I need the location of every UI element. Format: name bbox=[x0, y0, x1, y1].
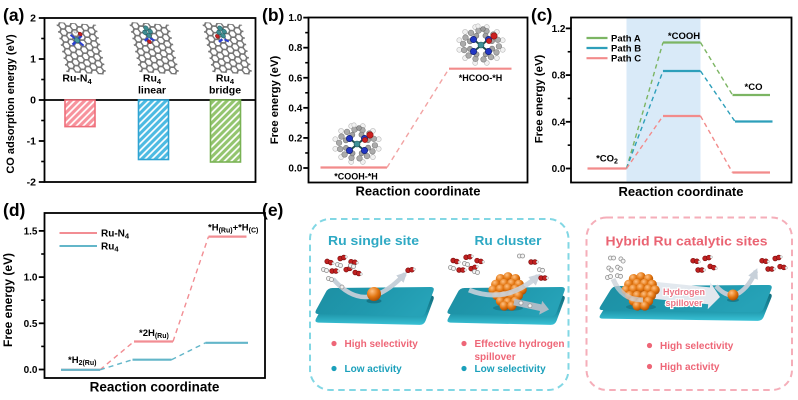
svg-text:0.8: 0.8 bbox=[288, 43, 302, 54]
svg-text:*H2(Ru): *H2(Ru) bbox=[68, 355, 96, 367]
svg-text:spillover: spillover bbox=[475, 352, 516, 363]
svg-text:High selectivity: High selectivity bbox=[345, 339, 419, 350]
svg-text:2: 2 bbox=[30, 13, 36, 25]
svg-text:*COOH-*H: *COOH-*H bbox=[334, 172, 378, 182]
svg-text:Low activity: Low activity bbox=[345, 364, 403, 375]
svg-text:0.0: 0.0 bbox=[288, 164, 302, 175]
svg-text:Ru-N4: Ru-N4 bbox=[101, 229, 130, 241]
svg-text:0.8: 0.8 bbox=[552, 71, 566, 82]
svg-text:0.2: 0.2 bbox=[288, 133, 302, 144]
svg-text:High selectivity: High selectivity bbox=[660, 341, 734, 352]
svg-text:Path C: Path C bbox=[611, 54, 641, 65]
svg-text:(d): (d) bbox=[3, 200, 25, 220]
svg-text:High activity: High activity bbox=[660, 362, 720, 373]
svg-text:Free energy (eV): Free energy (eV) bbox=[534, 55, 546, 144]
svg-text:*H(Ru)+*H(C): *H(Ru)+*H(C) bbox=[208, 223, 258, 235]
svg-text:Ru4: Ru4 bbox=[101, 242, 119, 254]
svg-text:CO adsorption energy (eV): CO adsorption energy (eV) bbox=[5, 34, 17, 174]
svg-text:*CO2: *CO2 bbox=[596, 154, 618, 166]
svg-text:*HCOO-*H: *HCOO-*H bbox=[459, 73, 503, 83]
svg-text:1.5: 1.5 bbox=[24, 226, 38, 237]
svg-text:-1: -1 bbox=[27, 136, 36, 148]
svg-text:0.0: 0.0 bbox=[24, 365, 38, 376]
svg-text:Effective hydrogen: Effective hydrogen bbox=[475, 339, 565, 350]
svg-text:*CO: *CO bbox=[745, 82, 763, 93]
svg-text:linear: linear bbox=[138, 85, 166, 97]
svg-text:Low selectivity: Low selectivity bbox=[475, 364, 547, 375]
svg-text:bridge: bridge bbox=[209, 85, 241, 97]
svg-text:Ru single site: Ru single site bbox=[328, 233, 419, 248]
svg-text:Path B: Path B bbox=[611, 44, 641, 55]
svg-text:1.0: 1.0 bbox=[24, 273, 38, 284]
svg-text:1.0: 1.0 bbox=[288, 13, 302, 24]
svg-text:0: 0 bbox=[30, 95, 36, 107]
svg-text:Path A: Path A bbox=[611, 34, 641, 45]
svg-text:0.4: 0.4 bbox=[552, 117, 566, 128]
svg-text:Free energy (eV): Free energy (eV) bbox=[269, 56, 281, 145]
svg-text:1: 1 bbox=[30, 54, 36, 66]
svg-text:1.2: 1.2 bbox=[552, 24, 566, 35]
svg-text:Reaction coordinate: Reaction coordinate bbox=[90, 380, 220, 395]
svg-text:Ru-N4: Ru-N4 bbox=[62, 73, 92, 86]
svg-text:Reaction coordinate: Reaction coordinate bbox=[619, 184, 744, 199]
svg-text:(a): (a) bbox=[3, 5, 24, 25]
svg-text:Hybrid Ru catalytic sites: Hybrid Ru catalytic sites bbox=[606, 234, 768, 249]
svg-text:Hydrogen: Hydrogen bbox=[663, 287, 705, 297]
svg-text:(e): (e) bbox=[262, 200, 283, 220]
svg-text:Free energy (eV): Free energy (eV) bbox=[1, 253, 15, 347]
svg-text:spillover: spillover bbox=[665, 298, 703, 308]
svg-text:*COOH: *COOH bbox=[668, 31, 700, 42]
svg-text:0.6: 0.6 bbox=[288, 73, 302, 84]
svg-text:0.4: 0.4 bbox=[288, 103, 302, 114]
svg-text:Reaction coordinate: Reaction coordinate bbox=[356, 184, 481, 199]
svg-text:-2: -2 bbox=[27, 177, 36, 189]
svg-text:0.0: 0.0 bbox=[552, 164, 566, 175]
svg-text:(b): (b) bbox=[262, 5, 284, 25]
svg-text:0.5: 0.5 bbox=[24, 319, 38, 330]
svg-text:Ru cluster: Ru cluster bbox=[475, 233, 542, 248]
svg-text:(c): (c) bbox=[531, 5, 552, 25]
svg-text:*2H(Ru): *2H(Ru) bbox=[139, 328, 169, 340]
